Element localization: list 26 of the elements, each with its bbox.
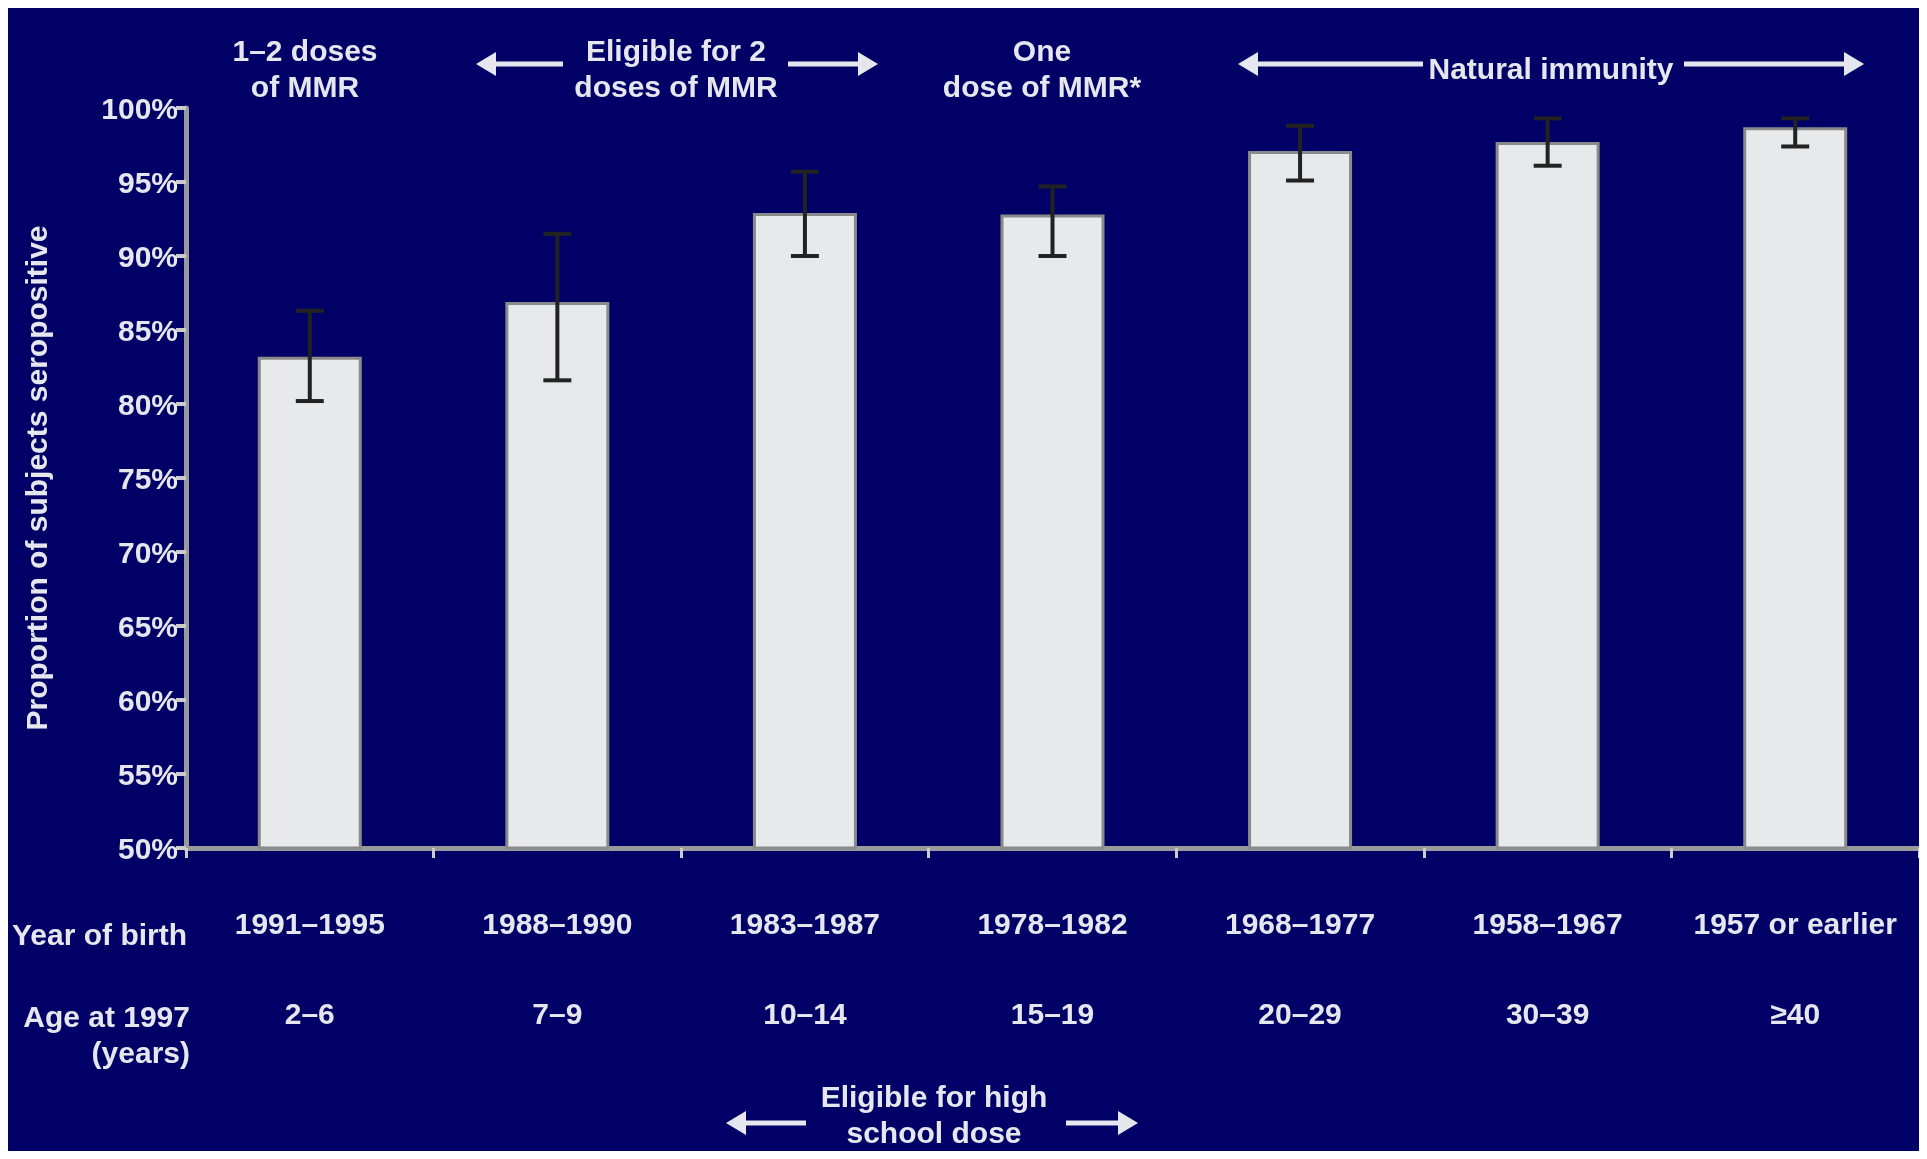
- y-tick-label: 95%: [117, 165, 178, 199]
- category-label: 1958–1967 30–39: [1472, 906, 1623, 1030]
- y-tick-label: 85%: [117, 313, 178, 347]
- text: Natural immunity: [1428, 51, 1674, 85]
- category-label: 1991–1995 2–6: [234, 906, 385, 1030]
- y-tick-label: 55%: [117, 757, 178, 791]
- y-tick-label: 60%: [117, 683, 178, 717]
- y-tick-label: 75%: [117, 461, 178, 495]
- category-label: 1968–1977 20–29: [1224, 906, 1376, 1030]
- category-label: 1957 or earlier ≥40: [1693, 906, 1897, 1030]
- y-tick-label: 90%: [117, 239, 178, 273]
- y-tick-label: 100%: [101, 91, 178, 125]
- text: One dose of MMR*: [942, 33, 1142, 103]
- y-tick-label: 50%: [117, 831, 178, 865]
- y-axis-title: Proportion of subjects seropositive: [19, 225, 53, 731]
- y-tick-label: 65%: [117, 609, 178, 643]
- category-label: 1983–1987 10–14: [729, 906, 881, 1030]
- text: 1–2 doses of MMR: [232, 33, 378, 103]
- text: Eligible for 2 doses of MMR: [574, 33, 778, 103]
- text: Eligible for high school dose: [820, 1079, 1048, 1149]
- category-label: 1988–1990 7–9: [482, 906, 633, 1030]
- category-label: 1978–1982 15–19: [977, 906, 1128, 1030]
- text: Age at 1997 (years): [23, 999, 190, 1069]
- y-tick-label: 80%: [117, 387, 178, 421]
- y-tick-label: 70%: [117, 535, 178, 569]
- text: Year of birth: [12, 917, 188, 951]
